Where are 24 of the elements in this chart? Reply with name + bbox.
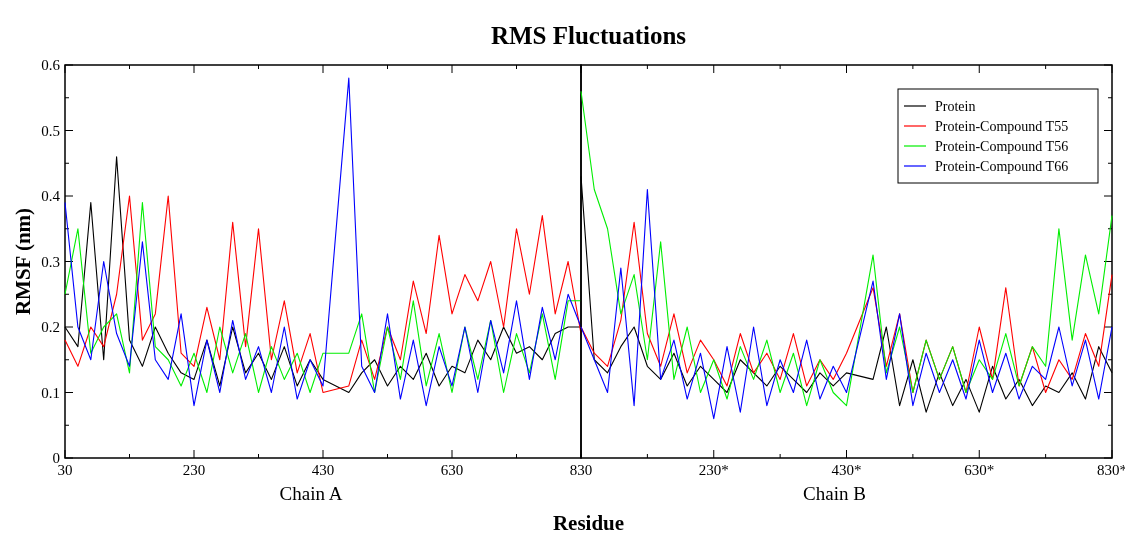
x-tick-label: 630: [440, 462, 464, 478]
text: Residue: [552, 511, 625, 534]
legend-label: Protein-Compound T66: [935, 159, 1069, 174]
legend-label: Protein: [935, 99, 976, 114]
legend-label: Protein-Compound T56: [935, 139, 1069, 154]
x-tick-label: 430: [311, 462, 335, 478]
legend-label: Protein-Compound T55: [935, 119, 1069, 134]
x-tick-label: 230*: [698, 462, 729, 478]
x-axis-title: Chain B: [803, 483, 866, 504]
y-tick-label: 0.2: [41, 319, 60, 335]
x-tick-label: 630*: [964, 462, 995, 478]
y-tick-label: 0.6: [41, 57, 61, 73]
y-tick-label: 0.4: [41, 188, 61, 204]
x-tick-label: 30: [57, 462, 73, 478]
x-axis-title: Chain A: [279, 483, 343, 504]
y-tick-label: 0: [52, 450, 60, 466]
y-tick-label: 0.5: [41, 122, 60, 139]
y-tick-label: 0.1: [41, 384, 60, 401]
x-tick-label: 430*: [831, 462, 862, 478]
y-axis-title: RMSF (nm): [11, 207, 35, 316]
chart-title: RMS Fluctuations: [490, 22, 687, 49]
x-tick-label: 230: [182, 462, 206, 478]
x-tick-label: 830: [569, 462, 593, 478]
y-tick-label: 0.3: [41, 253, 60, 270]
